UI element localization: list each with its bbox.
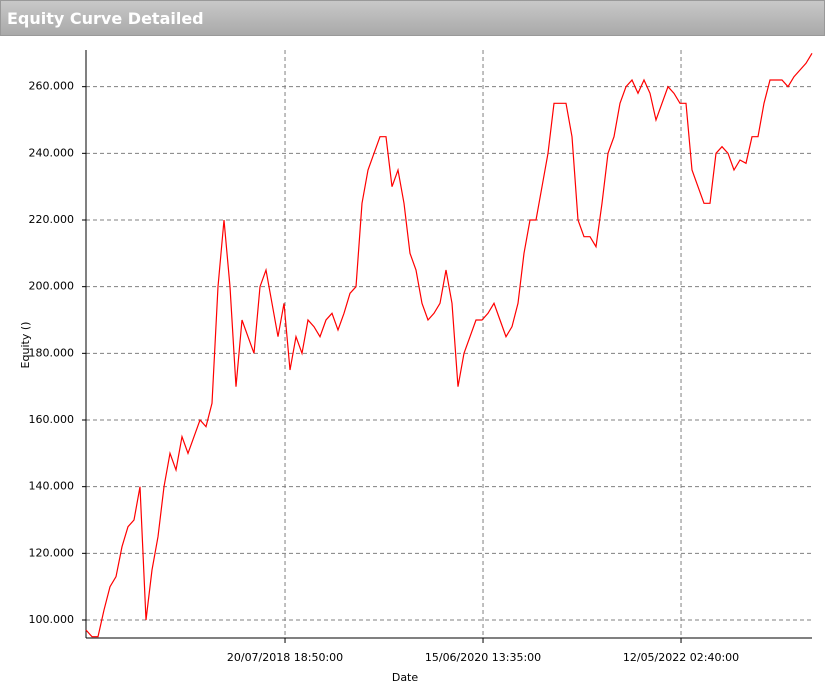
y-tick-label: 160.000 <box>29 413 75 426</box>
x-axis-label: Date <box>392 671 419 684</box>
x-tick-label: 12/05/2022 02:40:00 <box>623 651 739 664</box>
y-axis-label: Equity () <box>19 322 32 369</box>
x-tick-label: 15/06/2020 13:35:00 <box>425 651 541 664</box>
y-tick-label: 120.000 <box>29 546 75 559</box>
y-tick-label: 220.000 <box>29 213 75 226</box>
x-tick-label: 20/07/2018 18:50:00 <box>227 651 343 664</box>
title-bar: Equity Curve Detailed <box>0 0 825 36</box>
y-tick-label: 240.000 <box>29 146 75 159</box>
y-tick-label: 100.000 <box>29 613 75 626</box>
y-tick-label: 140.000 <box>29 480 75 493</box>
y-tick-label: 200.000 <box>29 280 75 293</box>
y-tick-label: 180.000 <box>29 346 75 359</box>
y-tick-label: 260.000 <box>29 80 75 93</box>
equity-line <box>85 52 813 638</box>
